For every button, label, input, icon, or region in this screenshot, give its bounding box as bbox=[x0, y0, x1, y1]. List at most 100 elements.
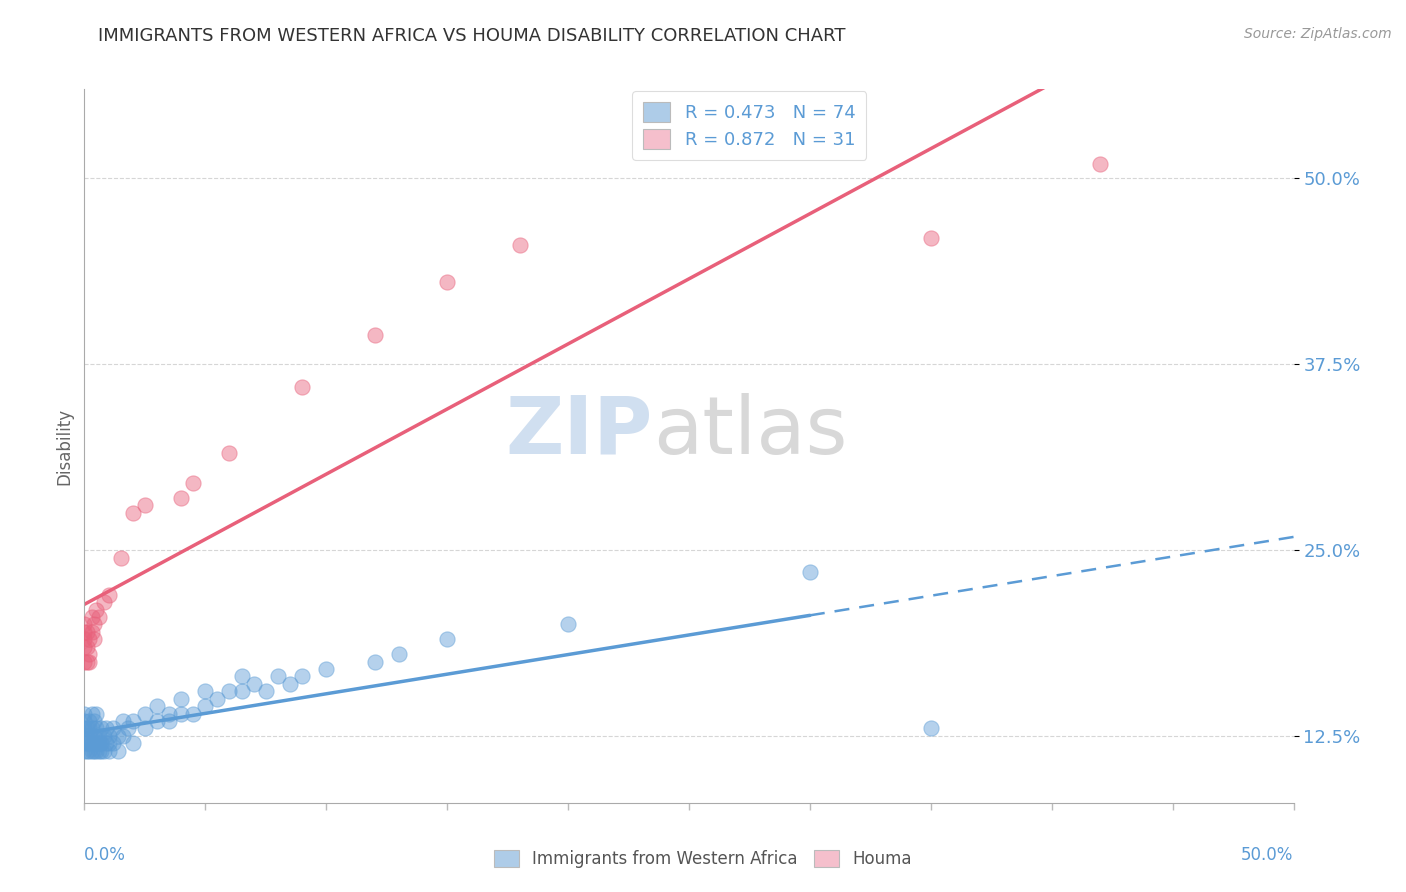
Point bbox=[436, 276, 458, 290]
Point bbox=[80, 736, 103, 750]
Text: 50.0%: 50.0% bbox=[1241, 846, 1294, 863]
Point bbox=[799, 566, 821, 580]
Point bbox=[231, 684, 253, 698]
Point bbox=[83, 632, 105, 647]
Point bbox=[181, 706, 204, 721]
Point bbox=[73, 722, 96, 736]
Point bbox=[134, 722, 156, 736]
Point bbox=[121, 736, 143, 750]
Point bbox=[80, 610, 103, 624]
Point bbox=[920, 722, 942, 736]
Point bbox=[86, 706, 108, 721]
Point bbox=[76, 655, 98, 669]
Point bbox=[146, 714, 169, 728]
Point bbox=[146, 699, 169, 714]
Point bbox=[218, 684, 240, 698]
Point bbox=[110, 550, 132, 565]
Point bbox=[157, 714, 180, 728]
Point bbox=[254, 684, 277, 698]
Point bbox=[103, 722, 125, 736]
Text: ZIP: ZIP bbox=[505, 392, 652, 471]
Point bbox=[93, 744, 115, 758]
Point bbox=[388, 647, 411, 661]
Point bbox=[218, 446, 240, 460]
Point bbox=[93, 729, 115, 743]
Point bbox=[134, 499, 156, 513]
Point bbox=[73, 736, 96, 750]
Point bbox=[207, 691, 229, 706]
Point bbox=[315, 662, 337, 676]
Point bbox=[90, 722, 112, 736]
Point bbox=[76, 744, 98, 758]
Point bbox=[363, 327, 385, 342]
Point bbox=[86, 744, 108, 758]
Point bbox=[80, 624, 103, 639]
Point bbox=[73, 632, 96, 647]
Text: 0.0%: 0.0% bbox=[84, 846, 127, 863]
Point bbox=[194, 699, 217, 714]
Legend: Immigrants from Western Africa, Houma: Immigrants from Western Africa, Houma bbox=[486, 843, 920, 875]
Point bbox=[73, 640, 96, 654]
Point bbox=[86, 722, 108, 736]
Point bbox=[93, 595, 115, 609]
Point bbox=[291, 379, 314, 393]
Y-axis label: Disability: Disability bbox=[55, 408, 73, 484]
Point bbox=[97, 744, 120, 758]
Point bbox=[73, 706, 96, 721]
Point bbox=[77, 736, 100, 750]
Point bbox=[83, 714, 105, 728]
Point bbox=[170, 691, 193, 706]
Point bbox=[94, 736, 117, 750]
Point bbox=[509, 238, 531, 252]
Point bbox=[77, 655, 100, 669]
Point bbox=[83, 744, 105, 758]
Point bbox=[97, 729, 120, 743]
Point bbox=[231, 669, 253, 683]
Point bbox=[83, 617, 105, 632]
Point bbox=[97, 736, 120, 750]
Point bbox=[107, 744, 129, 758]
Point bbox=[97, 588, 120, 602]
Point bbox=[557, 617, 579, 632]
Point bbox=[76, 722, 98, 736]
Point bbox=[87, 736, 110, 750]
Point bbox=[87, 744, 110, 758]
Point bbox=[73, 624, 96, 639]
Point bbox=[80, 706, 103, 721]
Text: atlas: atlas bbox=[652, 392, 846, 471]
Point bbox=[107, 729, 129, 743]
Point bbox=[121, 714, 143, 728]
Point bbox=[181, 476, 204, 491]
Point bbox=[73, 655, 96, 669]
Point bbox=[121, 506, 143, 520]
Point bbox=[94, 722, 117, 736]
Point bbox=[436, 632, 458, 647]
Text: Source: ZipAtlas.com: Source: ZipAtlas.com bbox=[1244, 27, 1392, 41]
Point bbox=[77, 729, 100, 743]
Point bbox=[112, 729, 135, 743]
Point bbox=[157, 706, 180, 721]
Point bbox=[76, 640, 98, 654]
Point bbox=[112, 714, 135, 728]
Point bbox=[83, 736, 105, 750]
Legend: R = 0.473   N = 74, R = 0.872   N = 31: R = 0.473 N = 74, R = 0.872 N = 31 bbox=[633, 91, 866, 160]
Point bbox=[90, 744, 112, 758]
Point bbox=[363, 655, 385, 669]
Point bbox=[87, 729, 110, 743]
Point bbox=[80, 722, 103, 736]
Point bbox=[77, 632, 100, 647]
Point bbox=[86, 736, 108, 750]
Point bbox=[86, 602, 108, 616]
Point bbox=[83, 729, 105, 743]
Point bbox=[76, 729, 98, 743]
Point bbox=[170, 706, 193, 721]
Point bbox=[87, 610, 110, 624]
Point bbox=[134, 706, 156, 721]
Point bbox=[170, 491, 193, 505]
Point bbox=[77, 744, 100, 758]
Point bbox=[80, 744, 103, 758]
Point bbox=[73, 744, 96, 758]
Point bbox=[194, 684, 217, 698]
Point bbox=[77, 722, 100, 736]
Point bbox=[76, 624, 98, 639]
